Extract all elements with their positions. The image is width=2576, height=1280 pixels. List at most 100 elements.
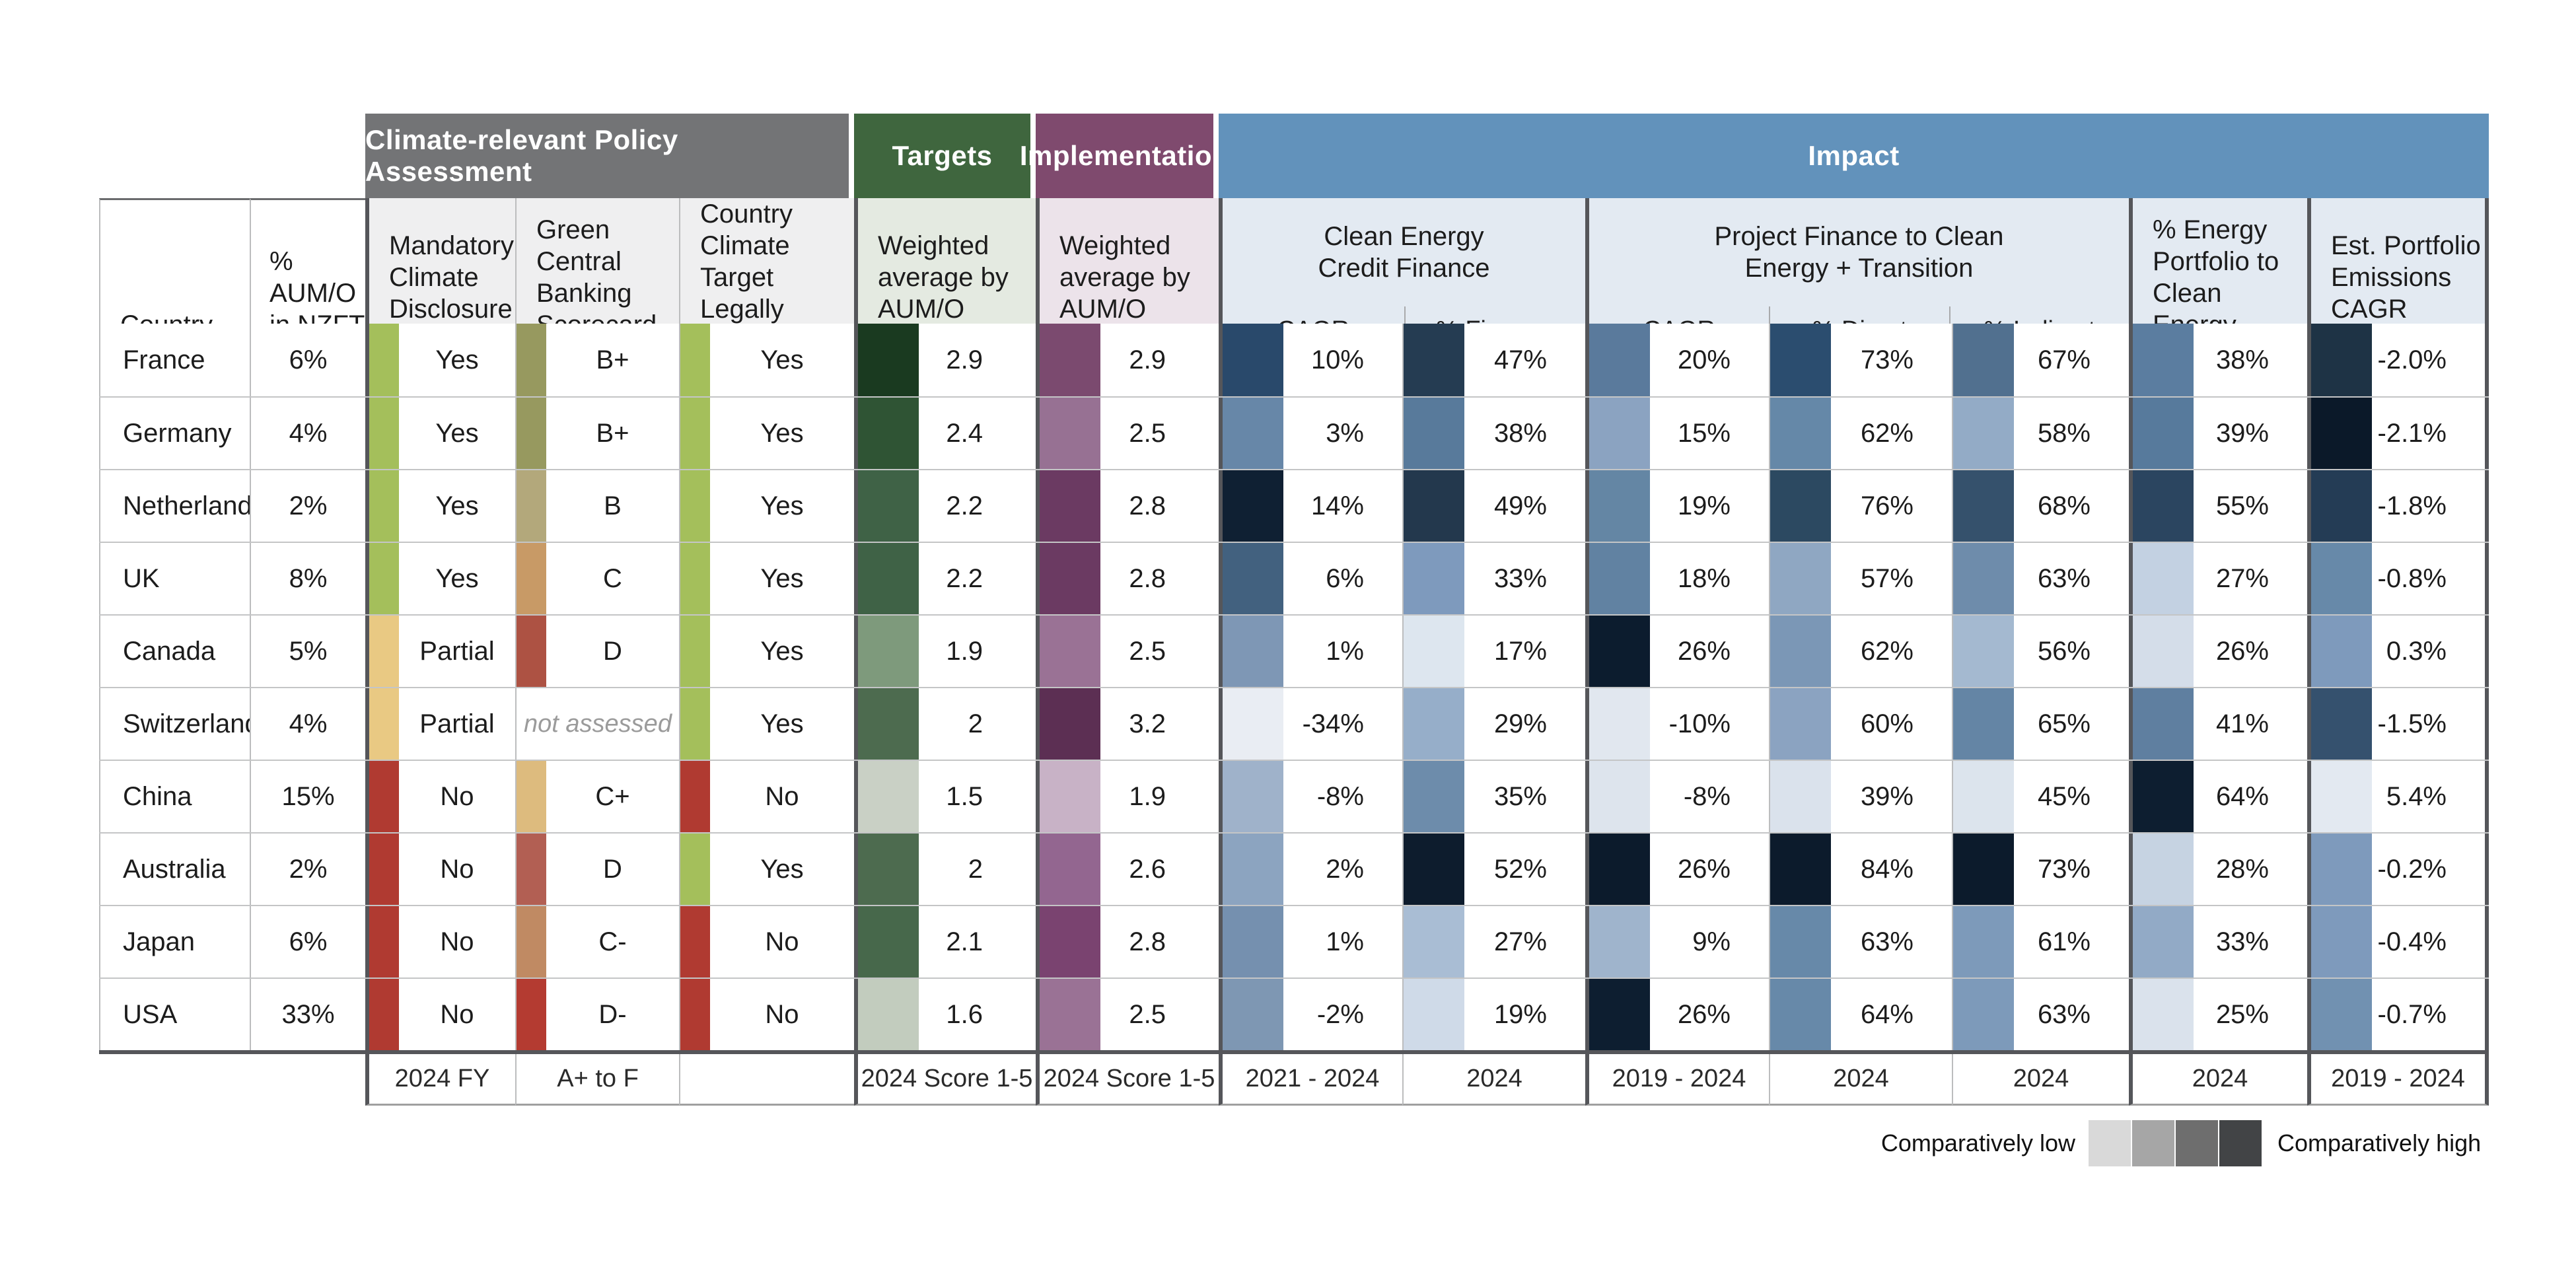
cell-pf-cagr: 26% (1585, 616, 1769, 687)
rating-stripe (517, 761, 546, 832)
cell-pf-direct: 57% (1769, 543, 1952, 614)
cell-mandatory-disclosure: Yes (365, 470, 515, 542)
heat-block (1404, 834, 1464, 905)
heat-block (1040, 834, 1100, 905)
cell-ce-finance: 35% (1402, 761, 1585, 832)
heat-block (1770, 834, 1831, 905)
cell-pf-cagr: -10% (1585, 688, 1769, 760)
cell-aum-share: 2% (250, 470, 365, 542)
cell-climate-target-binding: Yes (679, 688, 854, 760)
heat-block (1770, 398, 1831, 469)
heat-block (1770, 688, 1831, 760)
rating-stripe (680, 616, 710, 687)
heat-block (1589, 979, 1650, 1050)
heat-block (1223, 398, 1283, 469)
heat-block (858, 324, 919, 396)
cell-ce-cagr: 1% (1219, 906, 1402, 978)
cell-country: Germany (99, 398, 250, 469)
cell-pf-direct: 64% (1769, 979, 1952, 1050)
heat-block (1770, 470, 1831, 542)
column-header-row: Country % AUM/O in NZFT Mandatory Climat… (99, 198, 2489, 357)
table-row: Australia 2% No D Yes 2 2.6 2% 52% 26% 8… (99, 832, 2489, 905)
cell-country: China (99, 761, 250, 832)
cell-climate-target-binding: Yes (679, 834, 854, 905)
rating-stripe (369, 543, 399, 614)
cell-targets-score: 1.9 (854, 616, 1036, 687)
cell-pf-indirect: 63% (1952, 979, 2129, 1050)
cell-portfolio-emissions: -0.7% (2307, 979, 2489, 1050)
cell-climate-target-binding: Yes (679, 616, 854, 687)
footer-mandatory-period: 2024 FY (365, 1054, 515, 1106)
heat-block (1589, 398, 1650, 469)
heat-block (1953, 470, 2014, 542)
legend-label-high: Comparatively high (2277, 1129, 2482, 1156)
heat-block (2133, 979, 2194, 1050)
country-climate-table: Climate-relevant Policy Assessment Targe… (99, 114, 2489, 1106)
heat-block (2133, 688, 2194, 760)
heat-block (1770, 979, 1831, 1050)
cell-climate-target-binding: Yes (679, 398, 854, 469)
cell-pf-indirect: 58% (1952, 398, 2129, 469)
cell-mandatory-disclosure: Partial (365, 616, 515, 687)
rating-stripe (680, 761, 710, 832)
cell-ce-cagr: 14% (1219, 470, 1402, 542)
footer-spacer (250, 1054, 365, 1106)
cell-energy-portfolio: 28% (2129, 834, 2307, 905)
footer-pf-cagr-period: 2019 - 2024 (1585, 1054, 1769, 1106)
cell-pf-indirect: 65% (1952, 688, 2129, 760)
heat-block (1223, 979, 1283, 1050)
group-header-impact: Impact (1219, 114, 2489, 198)
footer-scorecard-scale: A+ to F (515, 1054, 679, 1106)
heat-block (1589, 834, 1650, 905)
heat-block (1404, 543, 1464, 614)
cell-mandatory-disclosure: Partial (365, 688, 515, 760)
cell-pf-indirect: 67% (1952, 324, 2129, 396)
cell-pf-cagr: 20% (1585, 324, 1769, 396)
table-row: Canada 5% Partial D Yes 1.9 2.5 1% 17% 2… (99, 614, 2489, 687)
cell-implementation-score: 2.8 (1036, 543, 1219, 614)
cell-energy-portfolio: 25% (2129, 979, 2307, 1050)
table-body: France 6% Yes B+ Yes 2.9 2.9 10% 47% 20%… (99, 324, 2489, 1050)
cell-mandatory-disclosure: Yes (365, 324, 515, 396)
group-header-targets-cell: Targets (854, 114, 1036, 198)
heat-block (1770, 761, 1831, 832)
heat-block (1589, 906, 1650, 978)
cell-banking-scorecard: C+ (515, 761, 679, 832)
cell-aum-share: 8% (250, 543, 365, 614)
rating-stripe (369, 616, 399, 687)
cell-portfolio-emissions: -1.8% (2307, 470, 2489, 542)
cell-ce-cagr: 10% (1219, 324, 1402, 396)
table-row: China 15% No C+ No 1.5 1.9 -8% 35% -8% 3… (99, 760, 2489, 832)
heat-block (1589, 543, 1650, 614)
footer-ce-cagr-period: 2021 - 2024 (1219, 1054, 1402, 1106)
rating-stripe (517, 398, 546, 469)
heat-block (858, 979, 919, 1050)
cell-banking-scorecard: C- (515, 906, 679, 978)
rating-stripe (680, 834, 710, 905)
cell-portfolio-emissions: -2.0% (2307, 324, 2489, 396)
heat-block (1953, 543, 2014, 614)
legend-swatch (2089, 1120, 2132, 1166)
table-row: Netherlands 2% Yes B Yes 2.2 2.8 14% 49%… (99, 469, 2489, 542)
cell-implementation-score: 2.5 (1036, 979, 1219, 1050)
rating-stripe (369, 834, 399, 905)
cell-pf-cagr: 26% (1585, 979, 1769, 1050)
heat-block (1404, 979, 1464, 1050)
table-row: Switzerland 4% Partial not assessed Yes … (99, 687, 2489, 760)
heat-block (858, 398, 919, 469)
group-header-row: Climate-relevant Policy Assessment Targe… (99, 114, 2489, 198)
rating-stripe (680, 906, 710, 978)
cell-banking-scorecard: B (515, 470, 679, 542)
heat-block (1040, 616, 1100, 687)
cell-ce-finance: 47% (1402, 324, 1585, 396)
cell-pf-indirect: 73% (1952, 834, 2129, 905)
heat-block (1953, 834, 2014, 905)
cell-climate-target-binding: No (679, 761, 854, 832)
cell-energy-portfolio: 64% (2129, 761, 2307, 832)
cell-ce-finance: 17% (1402, 616, 1585, 687)
footer-binding-blank (679, 1054, 854, 1106)
heat-block (1404, 906, 1464, 978)
heat-block (2311, 834, 2372, 905)
heat-block (858, 616, 919, 687)
heat-block (858, 543, 919, 614)
